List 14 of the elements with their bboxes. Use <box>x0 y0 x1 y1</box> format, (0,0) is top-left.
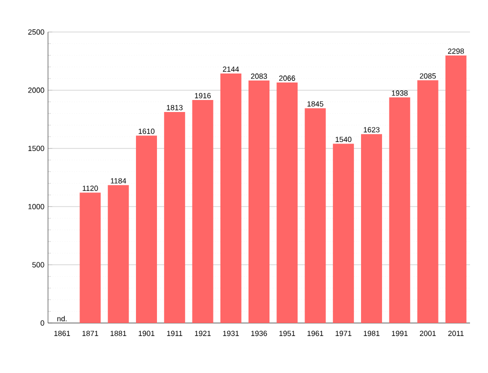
bar <box>304 108 326 323</box>
bar <box>332 144 354 323</box>
bar <box>417 80 438 323</box>
bar <box>108 185 129 323</box>
bar <box>248 80 270 323</box>
bar <box>220 73 242 323</box>
bar <box>192 100 214 323</box>
bar <box>445 56 466 323</box>
bar <box>164 112 186 323</box>
bar <box>389 97 410 323</box>
bar <box>136 136 157 323</box>
bar <box>361 134 382 323</box>
bar <box>276 82 298 323</box>
bar <box>80 192 101 323</box>
